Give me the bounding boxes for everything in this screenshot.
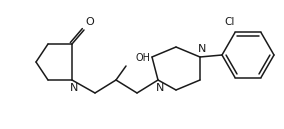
- Text: N: N: [198, 44, 206, 54]
- Text: O: O: [85, 17, 94, 27]
- Text: N: N: [156, 83, 164, 93]
- Text: OH: OH: [135, 53, 150, 63]
- Text: N: N: [70, 83, 78, 93]
- Text: Cl: Cl: [225, 17, 235, 27]
